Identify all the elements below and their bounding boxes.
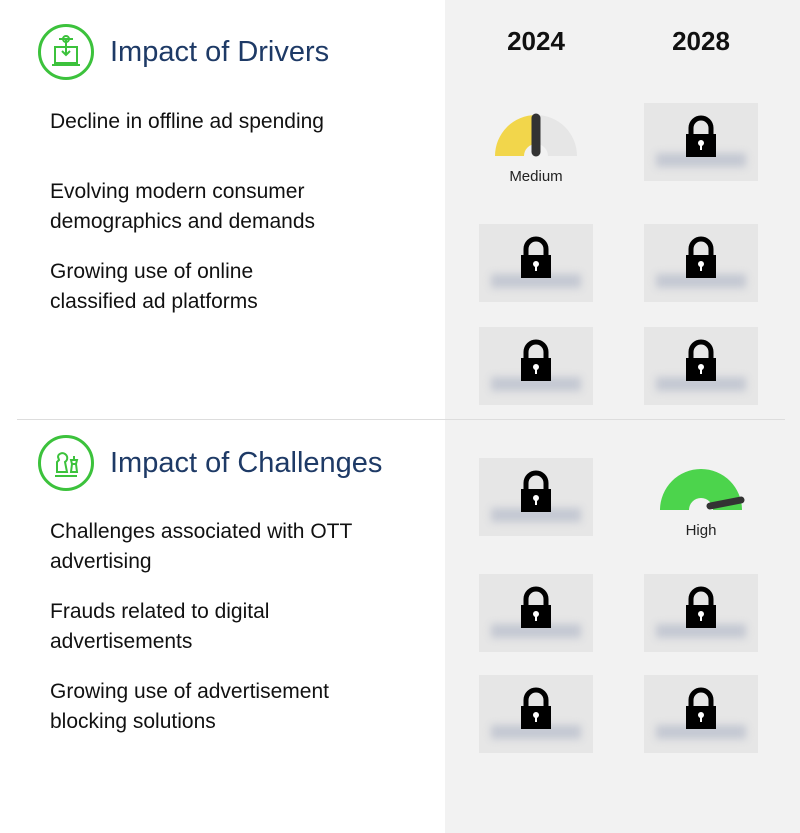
lock-icon (521, 339, 551, 381)
blurred-text (491, 725, 581, 739)
year-2024-header: 2024 (507, 26, 565, 56)
locked-value-box[interactable] (644, 327, 758, 405)
challenges-title: Impact of Challenges (110, 447, 383, 479)
lock-icon (521, 236, 551, 278)
impact-gauge-medium: Medium (479, 112, 593, 190)
gauge-label: Medium (509, 168, 563, 185)
section-divider (17, 419, 785, 420)
lock-icon (521, 586, 551, 628)
challenge-item: Challenges associated with OTT advertisi… (50, 520, 352, 573)
locked-value-box[interactable] (479, 458, 593, 536)
lock-icon (521, 470, 551, 512)
laptop-circuit-icon (38, 24, 94, 80)
blurred-text (656, 725, 746, 739)
blurred-text (656, 274, 746, 288)
locked-value-box[interactable] (644, 103, 758, 181)
blurred-text (656, 153, 746, 167)
lock-icon (686, 687, 716, 729)
drivers-title: Impact of Drivers (110, 36, 330, 68)
lock-icon (686, 115, 716, 157)
blurred-text (491, 508, 581, 522)
lock-icon (686, 339, 716, 381)
lock-icon (686, 586, 716, 628)
blurred-text (491, 274, 581, 288)
locked-value-box[interactable] (479, 675, 593, 753)
locked-value-box[interactable] (479, 327, 593, 405)
challenge-item: Frauds related to digital advertisements (50, 600, 270, 653)
impact-gauge-high: High (644, 466, 758, 544)
locked-value-box[interactable] (644, 675, 758, 753)
driver-item: Growing use of online classified ad plat… (50, 260, 258, 313)
blurred-text (656, 624, 746, 638)
locked-value-box[interactable] (479, 574, 593, 652)
locked-value-box[interactable] (479, 224, 593, 302)
challenge-item: Growing use of advertisement blocking so… (50, 680, 329, 733)
locked-value-box[interactable] (644, 224, 758, 302)
year-2028-header: 2028 (672, 26, 730, 56)
blurred-text (656, 377, 746, 391)
lock-icon (686, 236, 716, 278)
blurred-text (491, 624, 581, 638)
chess-icon (38, 435, 94, 491)
driver-item: Evolving modern consumer demographics an… (50, 180, 316, 233)
locked-value-box[interactable] (644, 574, 758, 652)
driver-item: Decline in offline ad spending (50, 110, 324, 133)
lock-icon (521, 687, 551, 729)
gauge-label: High (685, 522, 717, 539)
blurred-text (491, 377, 581, 391)
